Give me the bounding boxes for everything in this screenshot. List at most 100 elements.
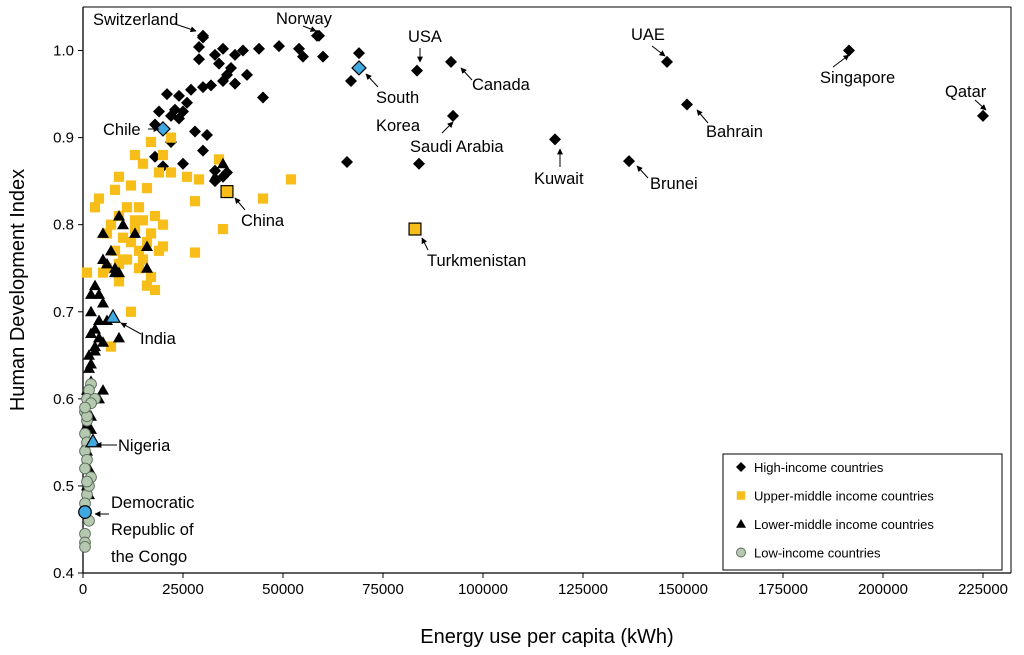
data-point <box>209 170 221 182</box>
label-saudi-arabia: Saudi Arabia <box>410 138 504 156</box>
data-point <box>213 154 225 165</box>
data-point <box>843 44 855 57</box>
data-point <box>549 133 561 146</box>
data-point <box>229 48 241 61</box>
arrow-south-korea <box>365 73 379 88</box>
x-tick-label: 50000 <box>262 581 304 598</box>
highlighted-points <box>78 60 422 519</box>
data-point <box>173 89 185 102</box>
data-point <box>113 276 125 287</box>
data-point <box>153 167 165 178</box>
data-point <box>149 210 161 222</box>
data-point <box>85 305 97 317</box>
data-point <box>133 245 145 256</box>
data-point <box>273 40 285 53</box>
data-point <box>193 53 205 66</box>
data-point <box>213 57 225 70</box>
data-point <box>89 279 101 291</box>
data-point <box>125 306 137 317</box>
arrow-india <box>120 322 142 335</box>
x-tick-label: 125000 <box>558 581 608 598</box>
data-point <box>217 75 229 88</box>
legend-marker <box>736 519 746 528</box>
data-point <box>129 149 141 161</box>
data-point <box>113 209 125 221</box>
x-ticks: 0 25000 50000 75000 100000 125000 150000 175000… <box>79 573 1008 598</box>
data-point <box>237 44 249 57</box>
highlight-point <box>351 60 367 76</box>
data-point <box>145 136 157 148</box>
highlight-point <box>408 222 422 236</box>
data-point <box>161 88 173 101</box>
arrow-qatar <box>974 99 987 111</box>
data-point <box>79 541 91 553</box>
data-point <box>153 105 165 118</box>
data-point <box>145 228 157 239</box>
data-point <box>85 288 97 299</box>
data-point <box>317 50 329 63</box>
data-point <box>177 157 189 170</box>
y-tick-label: 0.7 <box>53 304 74 321</box>
data-point <box>201 129 213 142</box>
data-point <box>83 349 95 360</box>
data-points <box>79 29 989 553</box>
label-drc-line3: the Congo <box>111 548 187 566</box>
data-point <box>101 228 113 239</box>
data-point <box>181 171 193 182</box>
data-point <box>105 244 117 256</box>
x-tick-label: 75000 <box>362 581 404 598</box>
data-point <box>217 223 229 235</box>
data-point <box>97 227 109 238</box>
data-point <box>89 202 101 213</box>
y-tick-label: 1.0 <box>53 43 74 60</box>
arrow-switzerland <box>174 23 197 33</box>
data-point <box>137 254 149 265</box>
data-point <box>257 91 269 104</box>
data-point <box>81 475 93 488</box>
x-axis-title: Energy use per capita (kWh) <box>420 626 673 648</box>
x-tick-label: 100000 <box>458 581 508 598</box>
label-canada: Canada <box>472 76 531 94</box>
label-turkmenistan: Turkmenistan <box>427 252 526 270</box>
arrow-china <box>234 197 246 211</box>
arrow-norway <box>302 25 317 32</box>
highlight-point <box>78 505 92 519</box>
arrow-saudi-arabia <box>441 121 454 134</box>
data-point <box>89 344 101 356</box>
data-point <box>257 193 269 204</box>
arrow-turkmenistan <box>421 237 429 251</box>
legend-label: Low-income countries <box>754 546 881 561</box>
data-point <box>165 167 177 178</box>
data-point <box>977 109 989 122</box>
label-norway: Norway <box>276 10 333 28</box>
data-point <box>253 42 265 55</box>
label-switzerland: Switzerland <box>93 11 178 29</box>
legend: High-income countries Upper-middle income… <box>722 453 1003 571</box>
data-point <box>141 240 153 251</box>
data-point <box>193 174 205 185</box>
label-south-korea-line2: Korea <box>376 117 421 135</box>
data-point <box>117 218 129 230</box>
x-tick-label: 150000 <box>658 581 708 598</box>
label-china: China <box>241 212 285 230</box>
data-point <box>185 83 197 96</box>
data-point <box>97 297 109 308</box>
data-point <box>97 384 109 395</box>
data-point <box>125 180 137 191</box>
x-tick-label: 200000 <box>858 581 908 598</box>
y-tick-label: 0.6 <box>53 391 74 408</box>
x-tick-label: 175000 <box>758 581 808 598</box>
data-point <box>137 158 149 169</box>
x-tick-label: 0 <box>79 581 87 598</box>
arrow-singapore <box>832 54 850 68</box>
y-ticks: 0.4 0.5 0.6 0.7 0.8 0.9 1.0 <box>53 43 83 582</box>
label-uae: UAE <box>631 26 665 44</box>
data-point <box>109 245 121 256</box>
data-point <box>173 112 185 125</box>
data-point <box>217 42 229 55</box>
data-point <box>197 81 209 94</box>
data-point <box>341 155 353 168</box>
data-point <box>145 271 157 283</box>
data-point <box>411 64 423 77</box>
